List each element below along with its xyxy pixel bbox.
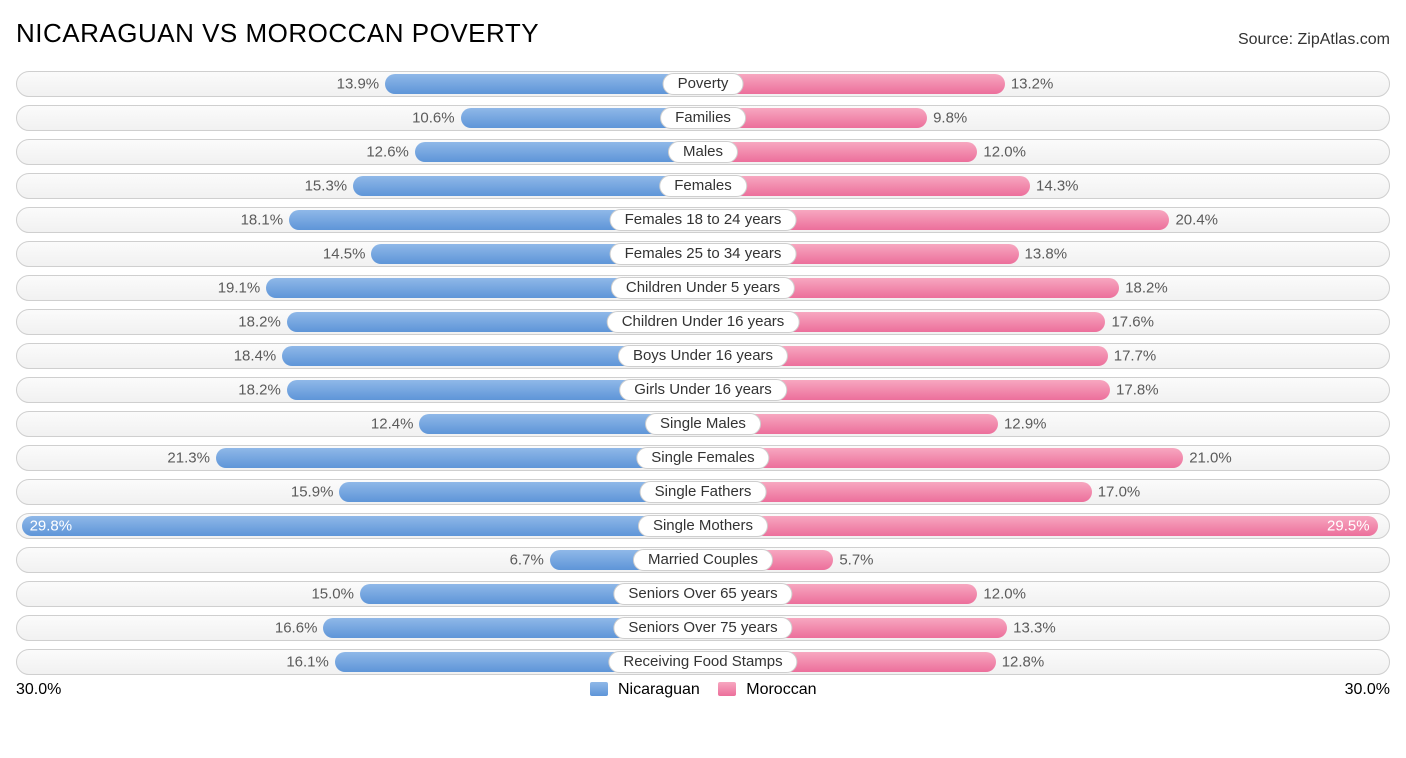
value-right: 20.4% <box>1175 212 1218 229</box>
bar-right <box>703 176 1030 196</box>
chart-row: 15.0% 12.0% Seniors Over 65 years <box>16 581 1390 607</box>
bar-right <box>703 142 977 162</box>
chart-source: Source: ZipAtlas.com <box>1238 31 1390 49</box>
category-label: Families <box>660 107 746 129</box>
legend-item-right: Moroccan <box>718 681 817 699</box>
value-left: 21.3% <box>167 450 210 467</box>
chart-row: 10.6% 9.8% Families <box>16 105 1390 131</box>
category-label: Boys Under 16 years <box>618 345 788 367</box>
chart-row: 16.6% 13.3% Seniors Over 75 years <box>16 615 1390 641</box>
chart-row: 13.9% 13.2% Poverty <box>16 71 1390 97</box>
source-prefix: Source: <box>1238 31 1293 48</box>
chart-row: 16.1% 12.8% Receiving Food Stamps <box>16 649 1390 675</box>
bar-left <box>415 142 703 162</box>
value-left: 14.5% <box>323 246 366 263</box>
legend-label-right: Moroccan <box>746 681 816 698</box>
value-left: 18.4% <box>234 348 277 365</box>
value-left: 19.1% <box>218 280 261 297</box>
chart-row: 21.3% 21.0% Single Females <box>16 445 1390 471</box>
value-left: 18.1% <box>241 212 284 229</box>
category-label: Females 25 to 34 years <box>610 243 797 265</box>
axis-max-right: 30.0% <box>1345 681 1390 699</box>
category-label: Receiving Food Stamps <box>608 651 797 673</box>
chart-row: 12.6% 12.0% Males <box>16 139 1390 165</box>
legend-swatch-right <box>718 682 736 696</box>
category-label: Single Females <box>636 447 769 469</box>
category-label: Girls Under 16 years <box>619 379 787 401</box>
category-label: Children Under 5 years <box>611 277 795 299</box>
category-label: Married Couples <box>633 549 773 571</box>
legend-swatch-left <box>590 682 608 696</box>
value-left: 13.9% <box>337 76 380 93</box>
value-left: 16.6% <box>275 620 318 637</box>
value-right: 12.9% <box>1004 416 1047 433</box>
category-label: Single Males <box>645 413 761 435</box>
chart-row: 6.7% 5.7% Married Couples <box>16 547 1390 573</box>
value-left: 10.6% <box>412 110 455 127</box>
chart-row: 15.9% 17.0% Single Fathers <box>16 479 1390 505</box>
category-label: Single Mothers <box>638 515 768 537</box>
chart-row: 18.1% 20.4% Females 18 to 24 years <box>16 207 1390 233</box>
value-right: 14.3% <box>1036 178 1079 195</box>
chart-rows: 13.9%13.2%Poverty10.6%9.8%Families12.6%1… <box>16 71 1390 675</box>
value-right: 17.0% <box>1098 484 1141 501</box>
value-left: 15.9% <box>291 484 334 501</box>
value-right: 12.0% <box>983 144 1026 161</box>
value-right: 12.0% <box>983 586 1026 603</box>
value-right: 17.6% <box>1111 314 1154 331</box>
value-left: 18.2% <box>238 382 281 399</box>
value-left: 15.3% <box>305 178 348 195</box>
value-left: 15.0% <box>311 586 354 603</box>
value-left: 12.6% <box>366 144 409 161</box>
source-name: ZipAtlas.com <box>1298 31 1390 48</box>
value-left: 18.2% <box>238 314 281 331</box>
bar-left <box>353 176 703 196</box>
value-right: 17.7% <box>1114 348 1157 365</box>
value-right: 13.8% <box>1025 246 1068 263</box>
chart-row: 15.3% 14.3% Females <box>16 173 1390 199</box>
value-right: 13.3% <box>1013 620 1056 637</box>
bar-right <box>703 74 1005 94</box>
value-right: 9.8% <box>933 110 967 127</box>
value-right: 29.5% <box>1327 518 1370 535</box>
value-right: 17.8% <box>1116 382 1159 399</box>
chart-header: NICARAGUAN VS MOROCCAN POVERTY Source: Z… <box>16 18 1390 49</box>
value-right: 12.8% <box>1002 654 1045 671</box>
chart-row: 18.2% 17.6% Children Under 16 years <box>16 309 1390 335</box>
chart-title: NICARAGUAN VS MOROCCAN POVERTY <box>16 18 539 49</box>
value-left: 6.7% <box>510 552 544 569</box>
category-label: Females <box>659 175 747 197</box>
chart-row: 18.4% 17.7% Boys Under 16 years <box>16 343 1390 369</box>
bar-left: 29.8% <box>22 516 703 536</box>
legend-label-left: Nicaraguan <box>618 681 700 698</box>
value-left: 12.4% <box>371 416 414 433</box>
bar-left <box>385 74 703 94</box>
category-label: Males <box>668 141 738 163</box>
category-label: Single Fathers <box>640 481 767 503</box>
chart-row: 19.1% 18.2% Children Under 5 years <box>16 275 1390 301</box>
chart-row: 14.5% 13.8% Females 25 to 34 years <box>16 241 1390 267</box>
legend-item-left: Nicaraguan <box>590 681 700 699</box>
category-label: Females 18 to 24 years <box>610 209 797 231</box>
value-left: 16.1% <box>286 654 329 671</box>
bar-left <box>216 448 703 468</box>
value-right: 21.0% <box>1189 450 1232 467</box>
category-label: Seniors Over 65 years <box>613 583 792 605</box>
chart-footer: 30.0% Nicaraguan Moroccan 30.0% <box>16 681 1390 699</box>
category-label: Seniors Over 75 years <box>613 617 792 639</box>
axis-max-left: 30.0% <box>16 681 61 699</box>
value-right: 13.2% <box>1011 76 1054 93</box>
chart-row: 18.2% 17.8% Girls Under 16 years <box>16 377 1390 403</box>
chart-row: 12.4% 12.9% Single Males <box>16 411 1390 437</box>
value-right: 18.2% <box>1125 280 1168 297</box>
bar-right <box>703 448 1183 468</box>
value-right: 5.7% <box>839 552 873 569</box>
legend: Nicaraguan Moroccan <box>590 681 817 699</box>
category-label: Children Under 16 years <box>607 311 800 333</box>
chart-row: 29.8% 29.5% Single Mothers <box>16 513 1390 539</box>
category-label: Poverty <box>663 73 744 95</box>
value-left: 29.8% <box>30 518 73 535</box>
bar-right: 29.5% <box>703 516 1378 536</box>
